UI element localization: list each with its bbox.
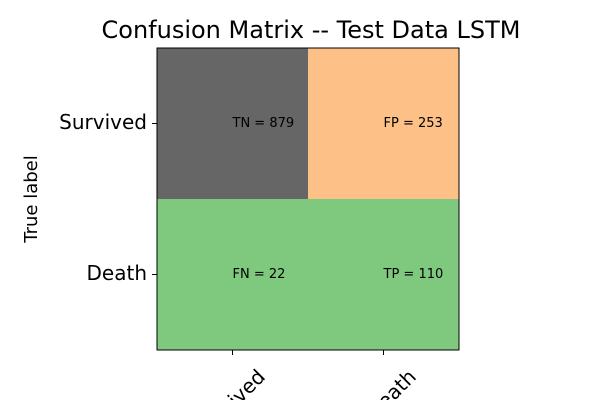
cell: [157, 199, 308, 350]
chart-title: Confusion Matrix -- Test Data LSTM: [102, 16, 521, 44]
cell-label: FN = 22: [233, 267, 286, 282]
cell: [308, 48, 459, 199]
cell: [308, 199, 459, 350]
x-tick-label: Survived: [191, 364, 270, 400]
plot-frame: [156, 47, 460, 351]
y-tick-label: Death: [87, 261, 147, 285]
y-tick-label: Survived: [59, 110, 147, 134]
cell-label: TP = 110: [383, 267, 444, 282]
y-axis-label: True label: [21, 155, 42, 244]
cell: [157, 48, 308, 199]
cell-label: TN = 879: [232, 116, 295, 131]
cell-label: FP = 253: [384, 116, 443, 131]
x-tick-label: Death: [361, 364, 421, 400]
